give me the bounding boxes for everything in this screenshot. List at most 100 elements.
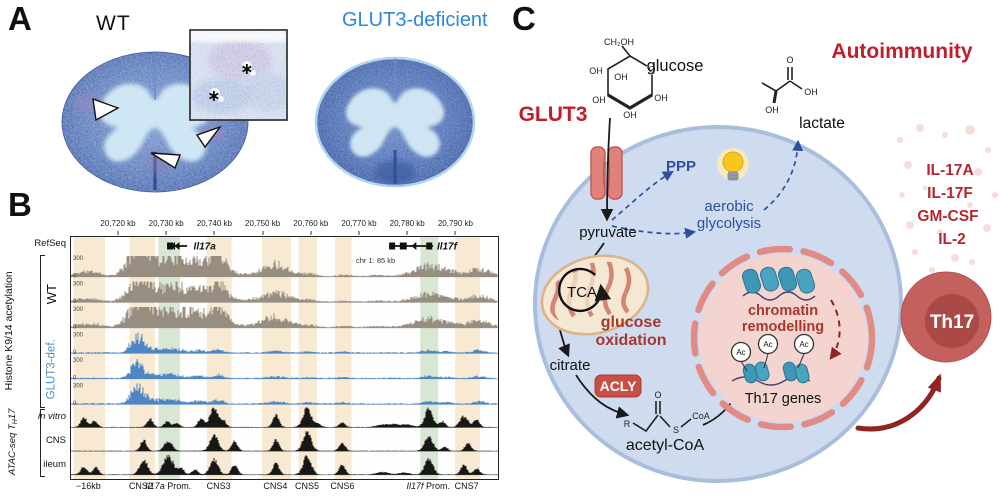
region-label: Il17f Prom.	[406, 481, 451, 491]
inset-asterisk-1: ∗	[240, 61, 253, 78]
glucose-oh-3: OH	[623, 110, 637, 120]
axis-tick-mark	[358, 231, 360, 235]
y-axis-min: 0	[73, 325, 77, 331]
glucose-oh-4: OH	[654, 93, 668, 103]
highlight-band-1	[129, 237, 156, 479]
atac-signal	[70, 454, 498, 475]
axis-tick-mark	[262, 231, 264, 235]
lactate-oh-1: OH	[804, 87, 818, 97]
axis-tick-label: 20,750 kb	[245, 219, 281, 228]
y-axis-min: 0	[73, 376, 77, 382]
glut3-deficient-cord-section	[314, 56, 476, 188]
nucleus	[690, 245, 876, 431]
ac-mark-1: Ac	[736, 348, 745, 357]
lesion-arrowhead-3	[150, 152, 181, 170]
cytokine-il2: IL-2	[938, 231, 966, 248]
arrow-glucose-to-pyruvate	[600, 117, 614, 222]
gene-exon	[426, 242, 433, 250]
lactate-molecule	[761, 67, 803, 104]
panel-b-label: B	[8, 186, 32, 223]
lesion-arrowhead-2	[195, 125, 222, 149]
gene-exon	[167, 242, 174, 250]
acetyl-coa-molecule	[632, 401, 692, 433]
arrow-citrate-to-acetylcoa	[575, 374, 630, 419]
hist-signal	[70, 359, 498, 379]
highlight-band-0	[73, 237, 106, 479]
atac-group-bracket	[40, 409, 45, 477]
refseq-track-label: RefSeq	[34, 238, 66, 249]
hist-signal	[70, 307, 498, 328]
acetylcoa-s-label: S	[673, 425, 679, 435]
genomic-coordinate-axis: 20,720 kb 20,730 kb 20,740 kb 20,750 kb 20,7…	[70, 219, 497, 236]
acetylcoa-o-label: O	[654, 390, 661, 400]
glut3-transporter	[590, 146, 623, 200]
glucose-label: glucose	[647, 57, 704, 75]
axis-tick-label: 20,760 kb	[293, 219, 329, 228]
hist-signal	[70, 332, 498, 354]
hist-signal	[70, 281, 498, 303]
highlight-band-3	[206, 237, 232, 479]
axis-tick-mark	[454, 231, 456, 235]
glut3-def-tracks-label: GLUT3-def.	[45, 339, 58, 400]
acetyl-coa-label: acetyl-CoA	[626, 437, 705, 454]
y-axis-max: 300	[73, 358, 84, 364]
y-axis-max: 300	[73, 282, 84, 288]
cytokine-gmcsf: GM-CSF	[917, 208, 978, 225]
autoimmunity-title: Autoimmunity	[831, 40, 972, 63]
locus-size-label: chr 1: 85 kb	[356, 256, 395, 265]
cytokine-il17a: IL-17A	[926, 162, 973, 179]
gene-strand-arrow	[411, 242, 417, 250]
pyruvate-label: pyruvate	[579, 224, 637, 241]
glucose-oxidation-label-2: oxidation	[595, 332, 666, 349]
glucose-ch2oh-label: CH₂OH	[604, 37, 634, 47]
y-axis-max: 300	[73, 307, 84, 313]
inset-asterisk-2: ∗	[207, 88, 220, 105]
gene-exon	[389, 242, 396, 250]
axis-tick-label: 20,720 kb	[100, 219, 136, 228]
gene-strand-arrow	[174, 242, 180, 250]
axis-tick-label: 20,780 kb	[389, 219, 425, 228]
axis-tick-label: 20,740 kb	[196, 219, 232, 228]
highlight-band-6	[334, 237, 352, 479]
regulatory-element-labels: −16kb CNS2 Il17a Prom. CNS3 CNS4 CNS5 CNS6 Il17…	[70, 481, 497, 495]
y-axis-min: 0	[73, 299, 77, 305]
lightbulb-icon	[717, 148, 749, 181]
acetylated-th17-genes: Ac Ac Ac	[730, 333, 815, 386]
aerobic-label: aerobic	[704, 198, 754, 215]
atac-track-label-cns: CNS	[45, 435, 66, 446]
highlight-band-8	[455, 237, 481, 479]
chromatin-remodelling-label-1: chromatin	[748, 303, 818, 319]
glycolysis-label: glycolysis	[697, 215, 761, 232]
y-axis-max: 300	[73, 256, 84, 262]
histone-group-bracket	[40, 255, 45, 408]
region-label: Il17a Prom.	[145, 481, 192, 491]
y-axis-max: 300	[73, 384, 84, 390]
ppp-label: PPP	[666, 158, 696, 175]
glucose-molecule	[607, 45, 658, 110]
region-label: CNS7	[454, 481, 479, 491]
region-label: −16kb	[75, 481, 101, 491]
panel-c-diagram: CH₂OH O OH OH OH OH OH glucose O OH OH l…	[519, 37, 998, 483]
glucose-ring-o-label: O	[648, 65, 655, 75]
histone-acetylation-group-label: Histone K9/14 acetylation	[3, 271, 16, 391]
gene-name-Il17f: Il17f	[437, 242, 459, 253]
glut3-label: GLUT3	[519, 103, 588, 126]
region-label: CNS2	[128, 481, 153, 491]
ac-mark-2: Ac	[763, 340, 772, 349]
axis-tick-label: 20,790 kb	[437, 219, 473, 228]
acly-label: ACLY	[600, 378, 637, 394]
axis-tick-label: 20,730 kb	[148, 219, 184, 228]
th17-genes-label: Th17 genes	[745, 391, 822, 407]
arrow-chromatin-to-genes	[829, 299, 842, 360]
glucose-oh-5: OH	[614, 72, 628, 82]
atac-track-label-ileum: ileum	[43, 459, 66, 470]
glucose-oxidation-label-1: glucose	[601, 314, 662, 331]
chromatin-nucleosomes	[742, 266, 816, 301]
arrow-to-ppp	[611, 170, 674, 221]
glucose-oh-1: OH	[589, 66, 603, 76]
region-label: CNS3	[206, 481, 231, 491]
region-label: CNS6	[330, 481, 355, 491]
panel-a-label: A	[8, 0, 32, 37]
tca-cycle-icon	[558, 267, 612, 313]
